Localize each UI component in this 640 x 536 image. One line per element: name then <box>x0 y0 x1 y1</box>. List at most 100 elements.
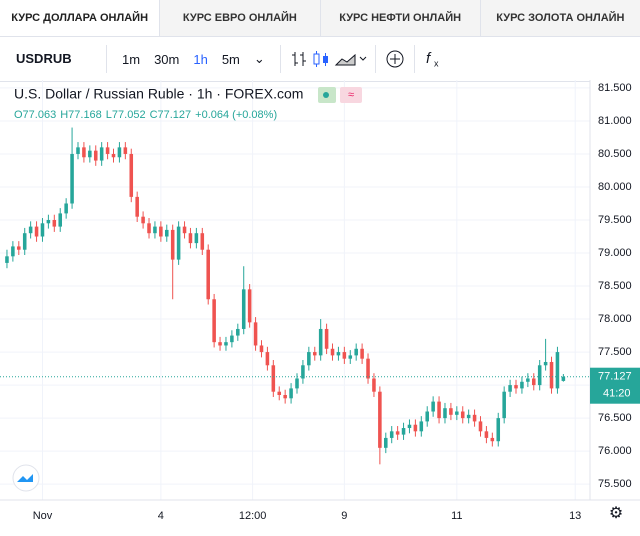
candles-icon[interactable] <box>309 49 333 69</box>
candle-body <box>466 414 471 419</box>
interval[interactable]: 5m <box>221 51 240 67</box>
y-tick-label: 78.000 <box>598 313 632 325</box>
candle-body <box>360 348 364 359</box>
bars-icon[interactable] <box>289 49 309 69</box>
candle-body <box>147 223 151 234</box>
candle-body <box>141 216 145 224</box>
candle-body <box>5 256 9 263</box>
candle-body <box>153 226 157 234</box>
candle-body <box>413 424 418 432</box>
tab[interactable]: КУРС ДОЛЛАРА ОНЛАЙН <box>0 0 160 36</box>
countdown: 41:20 <box>603 388 631 400</box>
candle-body <box>354 348 358 356</box>
candle-body <box>425 411 429 422</box>
last-price-label: 77.127 <box>598 371 632 383</box>
candle-body <box>496 418 501 442</box>
candle-body <box>419 421 424 432</box>
candle-body <box>105 147 110 154</box>
candle-body <box>514 385 518 389</box>
candle-body <box>490 437 495 442</box>
candle-body <box>484 431 489 438</box>
candle-body <box>561 376 566 381</box>
area-icon[interactable] <box>333 49 367 69</box>
candle-body <box>58 213 63 227</box>
candle-body <box>200 233 205 250</box>
candle-body <box>259 345 264 353</box>
ohlc-value: H77.168 <box>60 109 102 121</box>
candle-body <box>135 196 139 217</box>
candle-body <box>253 322 258 346</box>
candle-body <box>307 352 311 366</box>
candle-body <box>531 378 536 386</box>
x-tick-label: 12:00 <box>239 510 267 522</box>
candle-body <box>111 153 116 158</box>
candle-body <box>431 401 435 412</box>
candle-body <box>295 378 299 389</box>
tab[interactable]: КУРС ЗОЛОТА ОНЛАЙН <box>479 0 640 36</box>
candle-body <box>378 391 382 448</box>
candle-body <box>11 246 15 257</box>
candle-body <box>549 361 554 389</box>
y-tick-label: 79.500 <box>598 214 632 226</box>
candle-body <box>537 365 542 386</box>
candle-body <box>230 335 234 343</box>
candle-body <box>289 388 293 399</box>
candle-body <box>520 381 524 389</box>
svg-text:x: x <box>434 58 439 68</box>
y-tick-label: 80.000 <box>598 181 632 193</box>
y-tick-label: 81.000 <box>598 115 632 127</box>
x-tick-label: Nov <box>33 510 53 522</box>
ohlc-value: L77.052 <box>106 109 146 121</box>
logo-mark <box>17 474 33 482</box>
candle-body <box>472 414 477 422</box>
interval[interactable]: 30m <box>154 51 180 67</box>
candle-body <box>206 249 210 300</box>
badge-icon: ≈ <box>348 89 354 101</box>
candle-body <box>99 147 104 161</box>
candle-body <box>526 378 530 382</box>
candle-body <box>159 226 163 237</box>
candle-body <box>336 352 341 356</box>
candle-body <box>236 328 240 336</box>
candle-body <box>212 299 216 343</box>
logo[interactable] <box>12 464 40 492</box>
y-tick-label: 76.500 <box>598 412 632 424</box>
dropdown[interactable]: ⌄ <box>253 51 265 66</box>
candle-body <box>76 147 80 154</box>
tab[interactable]: КУРС ЕВРО ОНЛАЙН <box>159 0 320 36</box>
ohlc-value: +0.064 (+0.08%) <box>195 109 277 121</box>
candle-body <box>88 150 92 158</box>
candle-body <box>312 352 317 356</box>
candle-body <box>277 391 282 395</box>
interval[interactable]: 1h <box>193 51 208 67</box>
indicator-add[interactable] <box>384 48 406 70</box>
chart-title: U.S. Dollar / Russian Ruble · 1h · FOREX… <box>14 86 303 102</box>
candle-body <box>64 203 68 214</box>
candle-body <box>70 153 74 204</box>
candle-body <box>348 355 353 359</box>
candle-body <box>324 328 329 349</box>
candle-body <box>218 342 222 346</box>
candle-body <box>34 226 39 237</box>
settings[interactable]: ⚙ <box>609 505 623 522</box>
symbol[interactable]: USDRUB <box>0 45 107 73</box>
candle-body <box>93 150 98 161</box>
candle-body <box>301 365 305 379</box>
x-tick-label: 9 <box>341 510 347 522</box>
candle-body <box>117 147 122 158</box>
ohlc-legend: O77.063 H77.168 L77.052 C77.127 +0.064 (+0.0… <box>14 109 277 121</box>
candle-body <box>395 431 400 435</box>
interval[interactable]: 1m <box>122 51 141 67</box>
candle-body <box>384 437 388 448</box>
ohlc-value: O77.063 <box>14 109 56 121</box>
candle-body <box>241 289 246 329</box>
candle-body <box>247 289 252 323</box>
candle-body <box>443 408 447 419</box>
tabs: КУРС ДОЛЛАРА ОНЛАЙН КУРС ЕВРО ОНЛАЙН КУР… <box>0 0 640 37</box>
chart: U.S. Dollar / Russian Ruble · 1h · FOREX… <box>0 80 640 536</box>
tab[interactable]: КУРС НЕФТИ ОНЛАЙН <box>319 0 480 36</box>
candle-body <box>28 226 33 234</box>
